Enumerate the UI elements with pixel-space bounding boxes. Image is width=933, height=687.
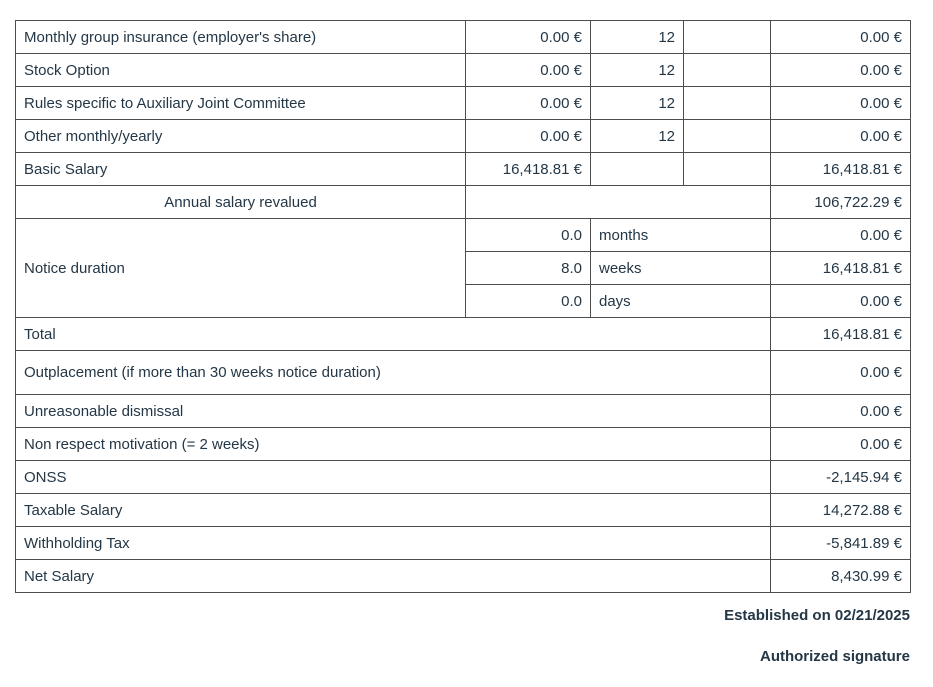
row-amount: 16,418.81 € [465, 152, 591, 186]
authorized-signature-text: Authorized signature [759, 648, 910, 665]
row-total: 0.00 € [770, 20, 911, 54]
row-amount: 0.00 € [465, 20, 591, 54]
row-total: 0.00 € [770, 427, 911, 461]
table-row: Other monthly/yearly 0.00 € 12 0.00 € [15, 119, 911, 153]
row-label: Total [15, 317, 771, 351]
notice-unit: days [590, 284, 771, 318]
net-salary-row: Net Salary 8,430.99 € [15, 559, 911, 593]
row-label: Basic Salary [15, 152, 466, 186]
non-respect-motivation-row: Non respect motivation (= 2 weeks) 0.00 … [15, 427, 911, 461]
withholding-tax-row: Withholding Tax -5,841.89 € [15, 526, 911, 560]
notice-duration-row: 0.0 days 0.00 € [16, 284, 911, 318]
row-amount: 0.00 € [465, 86, 591, 120]
row-label: Monthly group insurance (employer's shar… [15, 20, 466, 54]
row-total: 0.00 € [770, 284, 911, 318]
established-date-text: Established on 02/21/2025 [724, 607, 910, 624]
total-row: Total 16,418.81 € [15, 317, 911, 351]
row-total: 106,722.29 € [770, 185, 911, 219]
row-label: Annual salary revalued [15, 185, 466, 219]
row-total: 16,418.81 € [770, 251, 911, 285]
notice-duration-row: 8.0 weeks 16,418.81 € [16, 251, 911, 285]
row-total: 0.00 € [770, 86, 911, 120]
outplacement-row: Outplacement (if more than 30 weeks noti… [15, 350, 911, 395]
row-total: -5,841.89 € [770, 526, 911, 560]
row-label: Other monthly/yearly [15, 119, 466, 153]
row-total: -2,145.94 € [770, 460, 911, 494]
row-total: 0.00 € [770, 350, 911, 395]
row-label: Outplacement (if more than 30 weeks noti… [15, 350, 771, 395]
row-label: Rules specific to Auxiliary Joint Commit… [15, 86, 466, 120]
table-row: Rules specific to Auxiliary Joint Commit… [15, 86, 911, 120]
row-label: Stock Option [15, 53, 466, 87]
row-amount: 0.00 € [465, 119, 591, 153]
row-periods: 12 [590, 86, 684, 120]
row-total: 0.00 € [770, 119, 911, 153]
empty-cell [683, 119, 771, 153]
row-total: 16,418.81 € [770, 152, 911, 186]
row-label: Non respect motivation (= 2 weeks) [15, 427, 771, 461]
empty-cell [683, 53, 771, 87]
row-total: 0.00 € [770, 53, 911, 87]
annual-salary-row: Annual salary revalued 106,722.29 € [15, 185, 911, 219]
notice-unit: months [590, 218, 771, 252]
table-row: Monthly group insurance (employer's shar… [15, 20, 911, 54]
onss-row: ONSS -2,145.94 € [15, 460, 911, 494]
row-label: Unreasonable dismissal [15, 394, 771, 428]
taxable-salary-row: Taxable Salary 14,272.88 € [15, 493, 911, 527]
empty-cell [683, 86, 771, 120]
row-label: Taxable Salary [15, 493, 771, 527]
notice-value: 0.0 [465, 284, 591, 318]
table-row: Stock Option 0.00 € 12 0.00 € [15, 53, 911, 87]
salary-table: Monthly group insurance (employer's shar… [15, 20, 911, 593]
notice-value: 8.0 [465, 251, 591, 285]
empty-cell [683, 152, 771, 186]
row-periods: 12 [590, 20, 684, 54]
unreasonable-dismissal-row: Unreasonable dismissal 0.00 € [15, 394, 911, 428]
row-total: 14,272.88 € [770, 493, 911, 527]
empty-cell [465, 185, 771, 219]
row-label: Withholding Tax [15, 526, 771, 560]
row-total: 0.00 € [770, 394, 911, 428]
row-total: 0.00 € [770, 218, 911, 252]
row-periods: 12 [590, 119, 684, 153]
row-amount: 0.00 € [465, 53, 591, 87]
row-label: ONSS [15, 460, 771, 494]
row-periods: 12 [590, 53, 684, 87]
notice-unit: weeks [590, 251, 771, 285]
row-total: 8,430.99 € [770, 559, 911, 593]
notice-duration-label: Notice duration [15, 218, 466, 318]
empty-cell [683, 20, 771, 54]
notice-duration-row: Notice duration 0.0 months 0.00 € [15, 218, 911, 318]
basic-salary-row: Basic Salary 16,418.81 € 16,418.81 € [15, 152, 911, 186]
notice-value: 0.0 [465, 218, 591, 252]
empty-cell [590, 152, 684, 186]
row-label: Net Salary [15, 559, 771, 593]
row-total: 16,418.81 € [770, 317, 911, 351]
